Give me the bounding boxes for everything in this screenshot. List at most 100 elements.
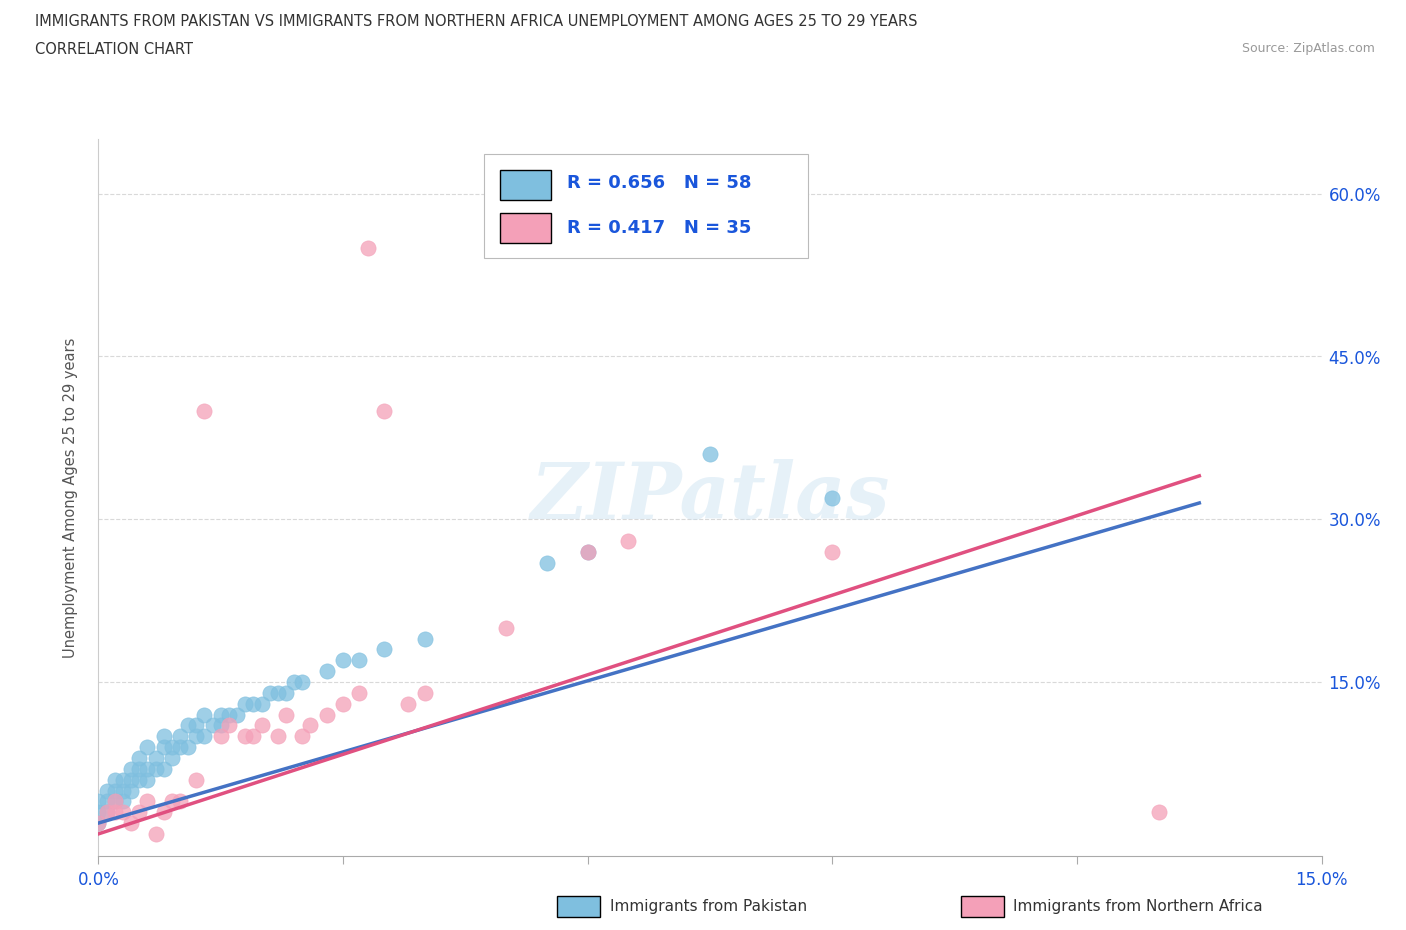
Point — [332, 653, 354, 668]
FancyBboxPatch shape — [499, 170, 551, 200]
Point — [87, 816, 110, 830]
Point — [259, 685, 281, 700]
Text: ZIPatlas: ZIPatlas — [530, 459, 890, 536]
Point — [821, 490, 844, 505]
Point — [413, 685, 436, 700]
Point — [396, 697, 419, 711]
FancyBboxPatch shape — [960, 896, 1004, 917]
Point — [242, 697, 264, 711]
Point — [111, 783, 134, 798]
Point — [349, 685, 371, 700]
Point — [104, 804, 127, 819]
Point — [96, 783, 118, 798]
Point — [233, 729, 256, 744]
Point — [536, 555, 558, 570]
Point — [315, 707, 337, 722]
Point — [250, 718, 273, 733]
Point — [186, 718, 208, 733]
Point — [617, 534, 640, 549]
Point — [201, 718, 224, 733]
Point — [821, 544, 844, 559]
Point — [160, 739, 183, 754]
Text: CORRELATION CHART: CORRELATION CHART — [35, 42, 193, 57]
Point — [218, 707, 240, 722]
Point — [136, 794, 159, 809]
Point — [209, 718, 232, 733]
Point — [332, 697, 354, 711]
Point — [193, 404, 215, 418]
Point — [87, 804, 110, 819]
Point — [120, 783, 142, 798]
Point — [128, 772, 150, 787]
Point — [128, 804, 150, 819]
Point — [242, 729, 264, 744]
Point — [349, 653, 371, 668]
Point — [96, 794, 118, 809]
Point — [233, 697, 256, 711]
Point — [152, 762, 174, 777]
Point — [177, 739, 200, 754]
Point — [152, 739, 174, 754]
Point — [373, 642, 395, 657]
Point — [283, 674, 305, 689]
Y-axis label: Unemployment Among Ages 25 to 29 years: Unemployment Among Ages 25 to 29 years — [63, 338, 77, 658]
Point — [120, 816, 142, 830]
Point — [87, 816, 110, 830]
Point — [413, 631, 436, 646]
Point — [299, 718, 322, 733]
Point — [169, 794, 191, 809]
Point — [145, 827, 167, 842]
Point — [136, 772, 159, 787]
Text: R = 0.656   N = 58: R = 0.656 N = 58 — [567, 174, 751, 193]
Point — [1147, 804, 1170, 819]
Point — [120, 762, 142, 777]
Point — [104, 794, 127, 809]
FancyBboxPatch shape — [484, 153, 808, 258]
Point — [274, 707, 297, 722]
Point — [128, 751, 150, 765]
Point — [186, 772, 208, 787]
Point — [576, 544, 599, 559]
Point — [104, 794, 127, 809]
Point — [136, 739, 159, 754]
Point — [699, 446, 721, 461]
Point — [177, 718, 200, 733]
Point — [96, 804, 118, 819]
Point — [87, 794, 110, 809]
Point — [267, 685, 290, 700]
Point — [373, 404, 395, 418]
Text: Immigrants from Northern Africa: Immigrants from Northern Africa — [1014, 899, 1263, 914]
Text: Source: ZipAtlas.com: Source: ZipAtlas.com — [1241, 42, 1375, 55]
Point — [160, 794, 183, 809]
Point — [120, 772, 142, 787]
Point — [209, 707, 232, 722]
Point — [291, 674, 314, 689]
Point — [136, 762, 159, 777]
Text: R = 0.417   N = 35: R = 0.417 N = 35 — [567, 219, 751, 236]
Point — [96, 804, 118, 819]
Point — [152, 729, 174, 744]
Text: Immigrants from Pakistan: Immigrants from Pakistan — [610, 899, 807, 914]
Point — [169, 729, 191, 744]
Point — [111, 804, 134, 819]
Point — [576, 544, 599, 559]
Point — [250, 697, 273, 711]
Point — [315, 664, 337, 679]
Point — [495, 620, 517, 635]
Point — [186, 729, 208, 744]
Point — [218, 718, 240, 733]
Point — [128, 762, 150, 777]
Point — [209, 729, 232, 744]
Point — [104, 783, 127, 798]
FancyBboxPatch shape — [557, 896, 600, 917]
Text: IMMIGRANTS FROM PAKISTAN VS IMMIGRANTS FROM NORTHERN AFRICA UNEMPLOYMENT AMONG A: IMMIGRANTS FROM PAKISTAN VS IMMIGRANTS F… — [35, 14, 918, 29]
Point — [274, 685, 297, 700]
Point — [356, 241, 378, 256]
Point — [267, 729, 290, 744]
Point — [226, 707, 249, 722]
Point — [145, 751, 167, 765]
Point — [111, 772, 134, 787]
Point — [291, 729, 314, 744]
Point — [160, 751, 183, 765]
Point — [145, 762, 167, 777]
